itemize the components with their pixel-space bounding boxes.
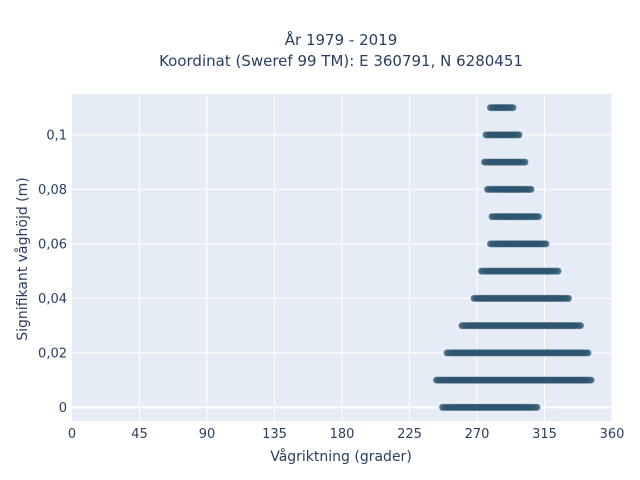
x-axis-title: Vågriktning (grader) bbox=[270, 448, 412, 465]
data-point bbox=[521, 159, 529, 166]
x-tick-label: 45 bbox=[131, 427, 148, 442]
x-tick-label: 270 bbox=[465, 427, 490, 442]
data-point bbox=[533, 404, 541, 411]
x-axis-ticks: 0 45 90 135 180 225 270 315 360 bbox=[68, 427, 625, 442]
chart-title: År 1979 - 2019 bbox=[285, 30, 398, 49]
y-tick-label: 0,02 bbox=[38, 346, 67, 361]
y-tick-label: 0,04 bbox=[38, 292, 67, 307]
y-tick-label: 0 bbox=[59, 401, 67, 416]
data-point bbox=[587, 377, 595, 384]
x-tick-label: 315 bbox=[532, 427, 557, 442]
data-point bbox=[584, 349, 592, 356]
data-points bbox=[433, 104, 595, 411]
y-axis-ticks: 0 0,02 0,04 0,06 0,08 0,1 bbox=[38, 128, 67, 416]
x-tick-label: 0 bbox=[68, 427, 76, 442]
y-axis-title: Signifikant våghöjd (m) bbox=[14, 177, 31, 340]
data-point bbox=[509, 104, 517, 111]
data-point bbox=[577, 322, 584, 329]
data-point bbox=[554, 268, 562, 275]
data-point bbox=[527, 186, 535, 193]
data-point bbox=[542, 240, 550, 247]
data-point bbox=[535, 213, 542, 220]
x-tick-label: 135 bbox=[262, 427, 287, 442]
y-tick-label: 0,06 bbox=[38, 237, 67, 252]
x-tick-label: 225 bbox=[397, 427, 422, 442]
x-tick-label: 180 bbox=[330, 427, 355, 442]
data-point bbox=[515, 131, 523, 138]
data-point bbox=[565, 295, 572, 302]
x-tick-label: 90 bbox=[199, 427, 216, 442]
y-tick-label: 0,08 bbox=[38, 183, 67, 198]
chart-subtitle: Koordinat (Sweref 99 TM): E 360791, N 62… bbox=[159, 52, 523, 70]
x-tick-label: 360 bbox=[600, 427, 625, 442]
y-tick-label: 0,1 bbox=[46, 128, 67, 143]
